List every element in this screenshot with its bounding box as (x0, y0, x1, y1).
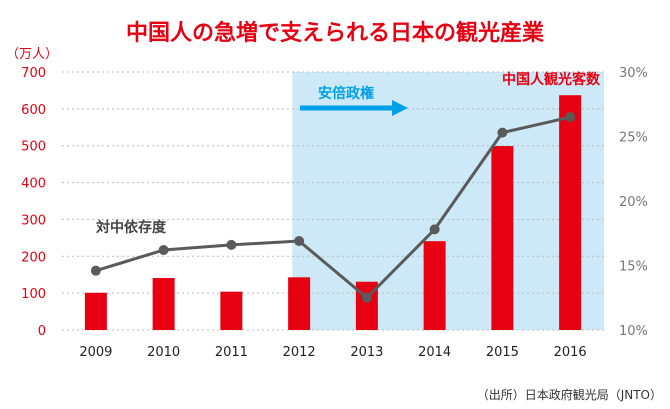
bar (423, 241, 446, 330)
period-arrow-head (392, 100, 408, 116)
left-tick-label: 600 (21, 103, 46, 118)
line-series-label: 対中依存度 (95, 219, 167, 236)
line-point (158, 245, 169, 256)
chart-title: 中国人の急増で支えられる日本の観光産業 (126, 20, 545, 46)
shaded-period (292, 72, 604, 330)
bar (220, 291, 243, 330)
line-point (90, 265, 101, 276)
x-tick-label: 2010 (147, 345, 180, 360)
left-axis-unit: （万人） (6, 47, 58, 62)
bar (152, 278, 175, 330)
x-tick-label: 2011 (215, 345, 248, 360)
line-point (361, 292, 372, 303)
left-tick-label: 700 (21, 66, 46, 81)
bar (491, 146, 514, 330)
bar (559, 95, 582, 330)
line-point (226, 239, 237, 250)
line-point (294, 235, 305, 246)
x-tick-label: 2014 (418, 345, 451, 360)
bar (288, 277, 311, 330)
right-tick-label: 10% (619, 324, 648, 339)
right-tick-label: 15% (619, 260, 648, 275)
line-point (565, 112, 576, 123)
left-tick-label: 300 (21, 213, 46, 228)
source-note: （出所）日本政府観光局（JNTO） (477, 387, 662, 402)
bar (84, 292, 107, 330)
shaded-period-label: 安倍政権 (318, 85, 374, 102)
x-tick-label: 2016 (554, 345, 587, 360)
x-tick-label: 2009 (79, 345, 112, 360)
left-tick-label: 400 (21, 177, 46, 192)
left-tick-label: 100 (21, 287, 46, 302)
x-tick-label: 2013 (350, 345, 383, 360)
x-tick-label: 2015 (486, 345, 519, 360)
right-tick-label: 30% (619, 66, 648, 81)
x-tick-label: 2012 (283, 345, 316, 360)
left-tick-label: 0 (38, 324, 46, 339)
line-point (429, 224, 440, 235)
right-tick-label: 25% (619, 131, 648, 146)
line-series-path (95, 115, 571, 300)
right-tick-label: 20% (619, 195, 648, 210)
left-tick-label: 500 (21, 140, 46, 155)
bar-series-label: 中国人観光客数 (502, 71, 601, 88)
left-tick-label: 200 (21, 250, 46, 265)
line-point (497, 127, 508, 138)
